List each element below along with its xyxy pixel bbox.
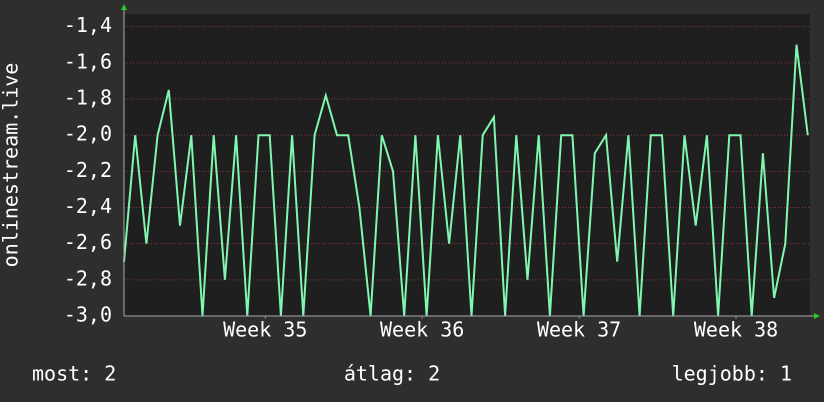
x-tick-label: Week 36 [380,318,464,342]
y-tick-label: -2,8 [64,266,112,290]
plot-area [124,14,810,316]
y-tick-label: -2,4 [64,194,112,218]
footer-text: átlag: 2 [344,362,440,386]
x-tick-label: Week 37 [537,318,621,342]
axis-arrow [814,313,820,319]
x-tick-label: Week 38 [694,318,778,342]
y-axis-label: onlinestream.live [0,63,23,268]
y-tick-label: -1,8 [64,85,112,109]
y-tick-label: -2,0 [64,122,112,146]
y-tick-label: -2,2 [64,158,112,182]
y-tick-label: -1,6 [64,49,112,73]
axis-arrow [121,4,127,10]
y-tick-label: -2,6 [64,230,112,254]
x-tick-label: Week 35 [223,318,307,342]
y-tick-label: -1,4 [64,13,112,37]
footer-text: most: 2 [32,362,116,386]
y-tick-label: -3,0 [64,303,112,327]
footer-text: legjobb: 1 [672,362,792,386]
data-line [123,44,809,317]
